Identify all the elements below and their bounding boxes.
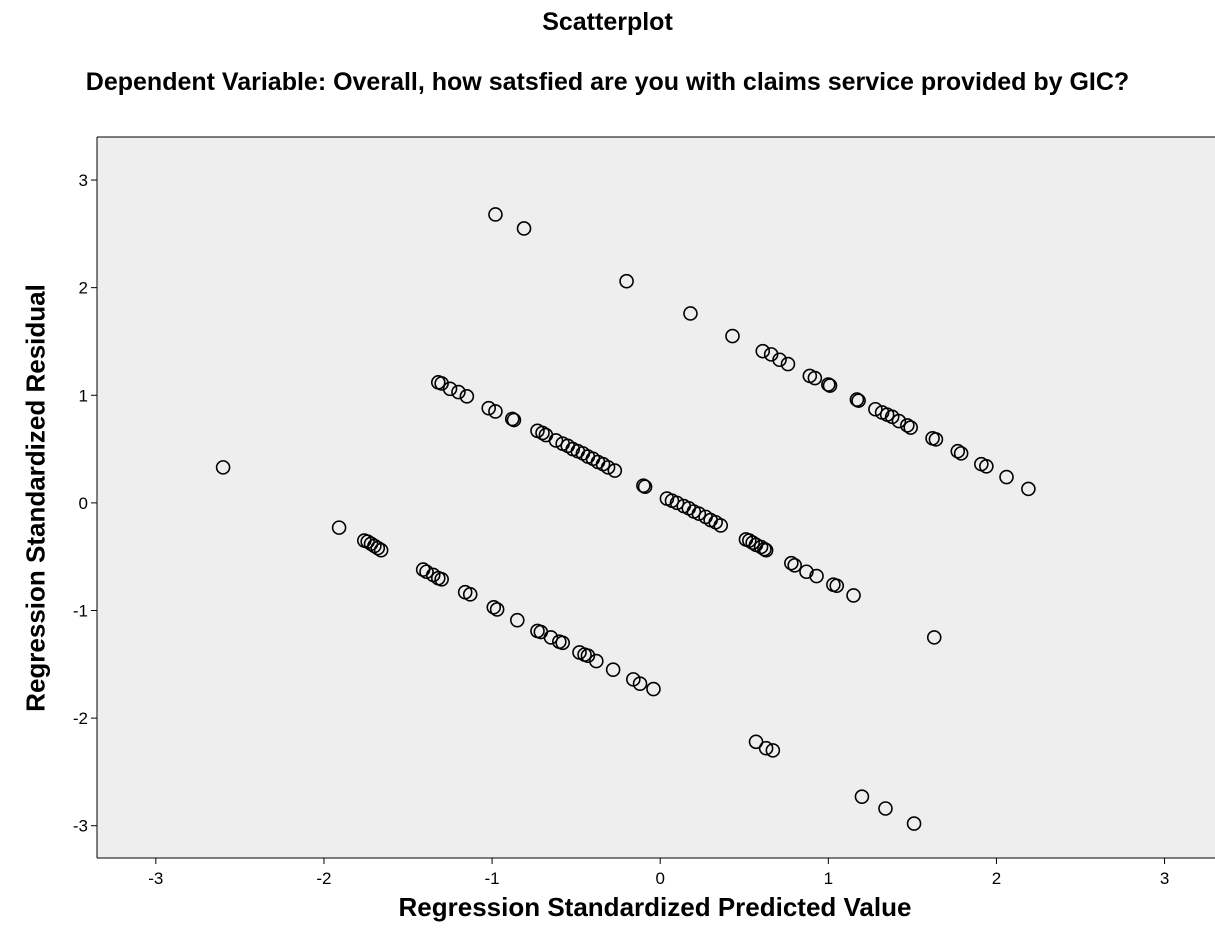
data-point	[589, 653, 604, 669]
data-point	[683, 306, 698, 321]
data-point	[979, 458, 994, 474]
x-tick-label: 1	[824, 869, 833, 888]
data-point	[725, 328, 740, 344]
data-point	[580, 648, 596, 663]
data-point	[757, 541, 772, 557]
data-point	[486, 599, 502, 615]
y-axis-label: Regression Standardized Residual	[20, 284, 51, 712]
y-tick-label: 1	[79, 386, 88, 405]
data-point	[637, 479, 653, 495]
data-point	[926, 630, 942, 645]
data-point	[854, 789, 870, 804]
data-point	[669, 495, 685, 511]
y-tick-label: 0	[79, 494, 88, 513]
data-point	[878, 801, 893, 816]
x-tick-label: 2	[992, 869, 1001, 888]
data-point	[780, 356, 796, 372]
data-point	[799, 564, 814, 580]
data-point	[807, 370, 823, 386]
y-tick-label: 3	[79, 171, 88, 190]
data-point	[846, 588, 861, 603]
plot-area	[97, 137, 1215, 858]
data-point	[758, 542, 774, 558]
data-point	[851, 393, 866, 408]
data-point	[607, 463, 623, 478]
data-point	[481, 400, 497, 416]
data-point	[745, 535, 760, 550]
data-point	[765, 743, 781, 758]
data-point	[605, 662, 621, 677]
data-point	[900, 418, 915, 433]
data-point	[504, 411, 520, 427]
data-point	[1021, 481, 1036, 497]
data-point	[434, 376, 449, 391]
data-point	[451, 384, 466, 400]
data-point	[506, 412, 522, 428]
data-point	[488, 404, 503, 419]
data-point	[459, 389, 475, 404]
data-point	[891, 413, 907, 429]
x-tick-label: 3	[1160, 869, 1169, 888]
data-point	[442, 381, 458, 397]
data-point	[758, 740, 774, 756]
data-point	[691, 506, 707, 521]
data-point	[903, 420, 919, 435]
x-axis-label: Regression Standardized Predicted Value	[398, 892, 912, 922]
data-point	[748, 734, 764, 750]
y-tick-label: -3	[73, 817, 88, 836]
data-point	[784, 555, 799, 571]
data-point	[535, 425, 550, 441]
data-point	[763, 347, 779, 362]
data-point	[516, 221, 532, 236]
data-point	[373, 542, 389, 558]
axes	[96, 136, 1215, 859]
data-point	[713, 518, 729, 533]
data-point	[419, 564, 434, 580]
data-point	[999, 469, 1014, 485]
y-tick-label: 2	[79, 279, 88, 298]
data-point	[809, 568, 824, 584]
data-point	[636, 478, 651, 493]
data-point	[787, 557, 802, 573]
chart-subtitle: Dependent Variable: Overall, how satsfie…	[85, 68, 1130, 96]
data-point	[822, 378, 838, 393]
chart-title: Scatterplot	[542, 8, 673, 36]
data-point	[600, 460, 616, 475]
y-tick-label: -1	[73, 601, 88, 620]
data-point	[950, 443, 966, 459]
data-point	[632, 676, 648, 691]
data-point	[928, 432, 944, 447]
data-point	[821, 377, 836, 392]
data-point	[906, 816, 922, 831]
x-tick-label: -2	[316, 869, 331, 888]
data-point	[619, 273, 634, 289]
x-tick-label: 0	[655, 869, 664, 888]
data-point	[510, 612, 525, 628]
data-point	[434, 571, 449, 587]
data-point	[555, 635, 570, 651]
data-point	[215, 460, 231, 475]
data-point	[543, 630, 559, 645]
data-point	[755, 343, 771, 359]
data-point	[772, 352, 787, 368]
data-point	[829, 578, 845, 594]
data-point	[868, 401, 883, 417]
data-point	[462, 587, 478, 602]
axis-ticks: -3 -2 -1 0 1 2 3 3 2 1 0 -1 -2 -3	[73, 171, 1169, 888]
data-point	[953, 446, 969, 461]
data-point	[488, 207, 503, 222]
data-point	[548, 433, 564, 448]
x-tick-label: -3	[148, 869, 163, 888]
data-points	[215, 207, 1036, 831]
data-point	[331, 520, 347, 535]
x-tick-label: -1	[485, 869, 500, 888]
data-point	[646, 681, 661, 697]
data-point	[489, 602, 505, 617]
y-tick-label: -2	[73, 709, 88, 728]
data-point	[370, 540, 386, 556]
data-point	[849, 392, 865, 407]
